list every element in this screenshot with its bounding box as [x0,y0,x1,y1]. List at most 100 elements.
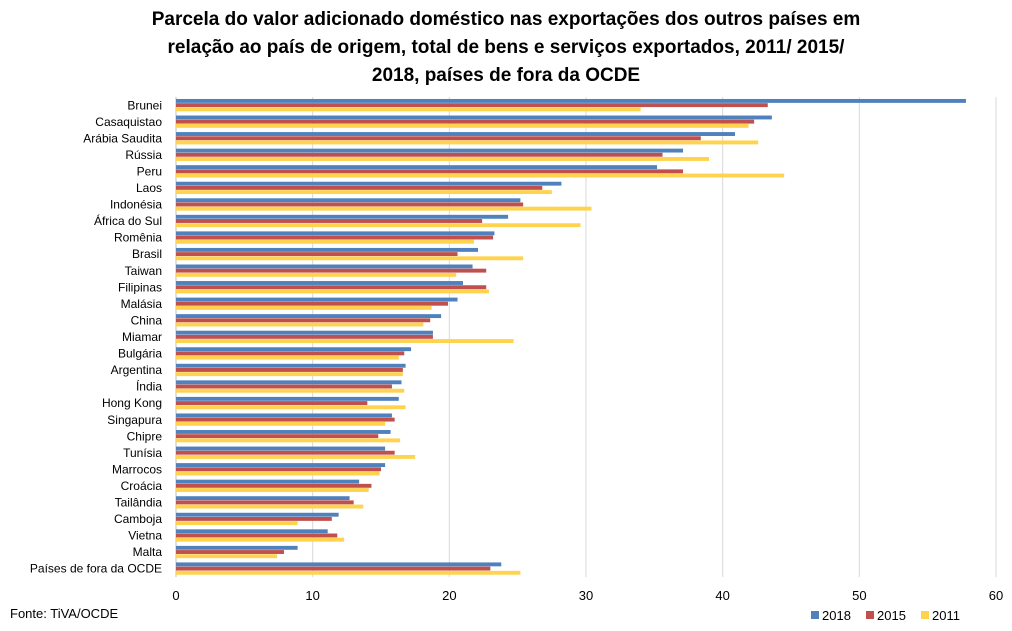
bar-2018 [176,512,339,517]
bar-2015 [176,417,395,422]
legend-swatch-2015 [866,611,874,619]
legend-swatch-2011 [921,611,929,619]
category-label: Rússia [125,148,162,162]
bar-2011 [176,471,380,476]
bar-2018 [176,297,458,302]
bar-2018 [176,314,442,319]
category-label: Croácia [121,479,163,493]
bar-2018 [176,281,463,285]
category-label: Bulgária [118,347,162,361]
bar-2018 [176,529,328,534]
legend-label: 2018 [822,608,851,623]
bar-2015 [176,185,543,190]
bar-2011 [176,289,489,294]
x-tick-label: 10 [305,588,319,603]
x-tick-label: 30 [579,588,593,603]
bar-2018 [176,132,735,136]
x-axis-ticks: 0 10 20 30 40 50 60 [172,588,1003,603]
x-tick-label: 50 [852,588,866,603]
bar-2018 [176,115,772,120]
bar-2015 [176,450,395,455]
bar-2011 [176,405,406,410]
bar-2011 [176,372,403,377]
bar-2015 [176,103,768,108]
bar-2015 [176,467,381,472]
category-label: Malta [133,545,163,559]
bar-2015 [176,384,392,389]
bar-2011 [176,305,432,310]
bar-2011 [176,173,785,178]
bar-2011 [176,554,278,559]
bar-2015 [176,169,684,174]
bar-2018 [176,347,412,352]
x-tick-label: 40 [715,588,729,603]
legend: 2018 2015 2011 [811,608,960,623]
bars [176,98,966,575]
category-label: Camboja [114,512,162,526]
category-label: Argentina [111,363,163,377]
bar-2018 [176,247,479,252]
x-tick-label: 20 [442,588,456,603]
bar-2015 [176,136,701,141]
bar-2011 [176,438,401,443]
bar-2011 [176,570,521,575]
bar-2015 [176,566,491,571]
category-label: China [131,313,163,327]
bar-2015 [176,334,433,339]
category-label: Indonésia [110,198,162,212]
bar-2015 [176,219,483,223]
bar-2011 [176,355,399,360]
bar-2011 [176,206,592,211]
bar-2011 [176,488,369,492]
bar-2015 [176,434,379,439]
category-label: Países de fora da OCDE [30,562,162,576]
category-label: Marrocos [112,462,162,476]
bar-2015 [176,516,332,521]
bar-2011 [176,239,474,244]
bar-2015 [176,301,448,306]
bar-2011 [176,388,405,393]
bar-2018 [176,562,502,567]
bar-2015 [176,533,338,538]
bar-2011 [176,421,386,426]
bar-2015 [176,500,354,505]
bar-2015 [176,318,431,323]
category-label: Hong Kong [102,396,162,410]
category-label: Miamar [122,330,162,344]
bar-2018 [176,330,433,335]
bar-2018 [176,264,473,269]
category-label: Vietna [128,529,162,543]
category-label: Chipre [127,429,163,443]
category-label: Filipinas [118,280,162,294]
category-label: Brasil [132,247,162,261]
bar-2018 [176,479,360,484]
bar-2011 [176,190,552,195]
bar-2018 [176,413,392,418]
bar-2018 [176,198,521,203]
bar-2018 [176,430,391,434]
category-label: Malásia [121,297,163,311]
bar-2018 [176,380,402,385]
bar-2015 [176,235,494,240]
bar-2015 [176,368,403,372]
bar-2011 [176,521,298,526]
bar-2015 [176,285,487,290]
category-label: Laos [136,181,162,195]
bar-2011 [176,537,345,542]
bar-2011 [176,339,514,343]
bar-2011 [176,322,424,327]
bar-2015 [176,550,284,554]
bar-2018 [176,165,658,170]
category-label: Taiwan [125,264,162,278]
legend-label: 2015 [877,608,906,623]
bar-2018 [176,396,399,401]
bar-2011 [176,157,709,161]
bar-2018 [176,181,562,186]
bar-2011 [176,123,749,128]
bar-2018 [176,463,386,468]
bar-2018 [176,148,684,153]
category-label: Índia [136,379,162,394]
x-tick-label: 0 [172,588,179,603]
bar-2018 [176,363,406,368]
